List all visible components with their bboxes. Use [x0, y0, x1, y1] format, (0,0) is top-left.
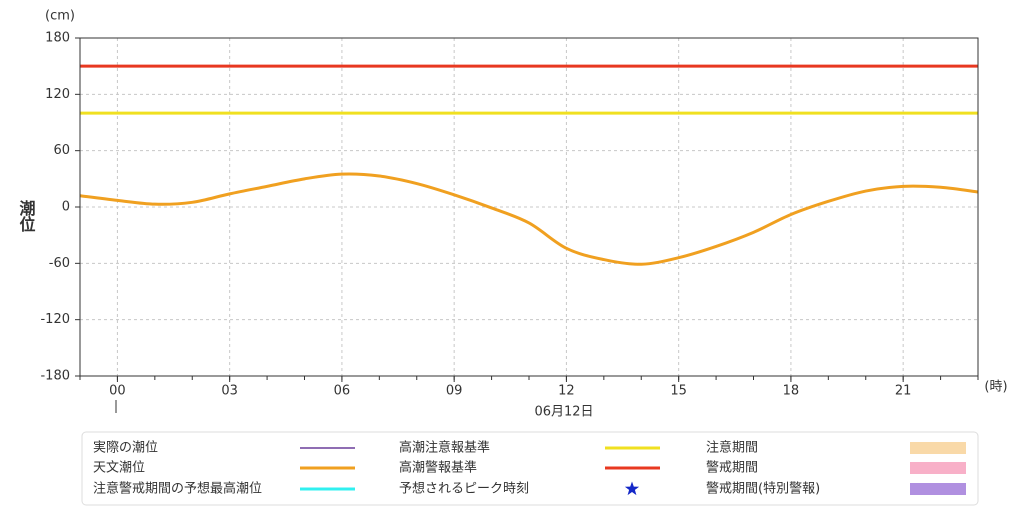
legend-label: 高潮警報基準 — [399, 460, 477, 476]
x-tick-label: 09 — [446, 384, 463, 399]
plot-frame — [79, 37, 979, 377]
x-tick-label: 12 — [558, 384, 575, 399]
x-tick-label: 18 — [783, 384, 800, 399]
y-unit: (cm) — [45, 9, 75, 24]
legend-label: 実際の潮位 — [93, 440, 158, 456]
legend-swatch — [910, 483, 966, 495]
legend-label: 天文潮位 — [93, 461, 145, 476]
y-tick-label: -60 — [49, 256, 70, 271]
x-tick-label: 00 — [109, 384, 126, 399]
legend-label: 警戒期間 — [706, 460, 758, 476]
legend-swatch — [910, 462, 966, 474]
x-tick-label: 15 — [670, 384, 687, 399]
y-axis-label: 潮位 — [17, 199, 36, 233]
y-tick-label: 120 — [45, 87, 70, 102]
legend-box — [81, 431, 979, 506]
date-label: 06月12日 — [534, 405, 593, 420]
y-tick-label: 0 — [62, 200, 70, 215]
legend-label: 注意期間 — [706, 440, 758, 456]
legend-label: 予想されるピーク時刻 — [399, 481, 529, 497]
x-tick-label: 06 — [334, 384, 351, 399]
legend-label: 警戒期間(特別警報) — [706, 481, 820, 497]
legend-label: 高潮注意報基準 — [399, 440, 490, 456]
y-tick-label: -120 — [40, 312, 70, 327]
y-tick-label: 60 — [53, 143, 70, 158]
legend-label: 注意警戒期間の予想最高潮位 — [93, 481, 262, 497]
x-tick-label: 21 — [895, 384, 912, 399]
x-unit: (時) — [984, 380, 1007, 395]
y-tick-label: 180 — [45, 31, 70, 46]
legend-swatch — [910, 442, 966, 454]
series-line — [79, 172, 979, 266]
x-tick-label: 03 — [221, 384, 238, 399]
y-tick-label: -180 — [40, 369, 70, 384]
legend-swatch — [624, 481, 640, 496]
